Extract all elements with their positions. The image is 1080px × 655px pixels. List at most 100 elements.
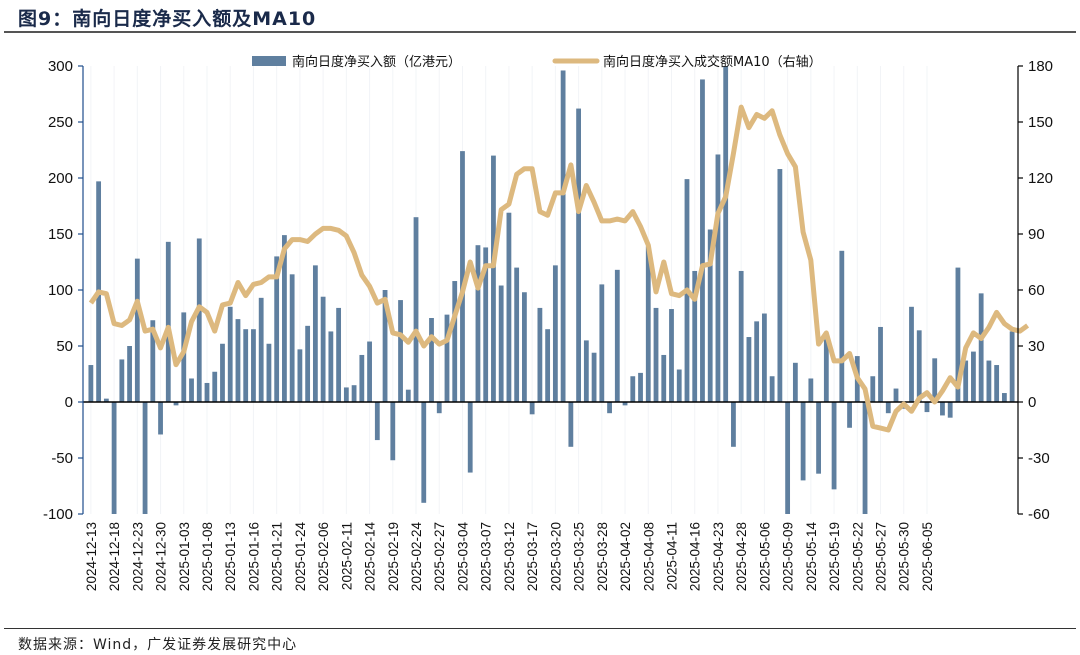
bar [978,293,984,402]
bar [320,296,326,402]
bar [367,341,372,402]
x-tick-label: 2025-03-20 [548,522,563,591]
left-tick-label: 300 [48,58,73,75]
left-tick-label: 100 [48,282,73,299]
bar [707,229,713,402]
x-tick-label: 2025-01-03 [177,522,192,591]
x-tick-label: 2025-04-28 [734,522,749,591]
x-tick-label: 2025-03-17 [525,522,540,591]
bar [785,402,791,514]
left-tick-label: 50 [56,338,73,355]
bar [661,354,667,402]
bar [359,354,365,402]
bar [1009,331,1015,402]
legend-bar-swatch [252,56,286,66]
x-tick-label: 2025-04-11 [665,522,680,590]
bar [351,385,357,402]
bar [847,402,852,428]
bar [638,372,643,402]
bar [498,285,504,402]
bar [862,402,868,514]
bar [576,108,581,402]
bar [336,307,342,402]
x-tick-label: 2025-05-14 [804,522,819,592]
bar [289,274,295,402]
bar [971,351,976,402]
bar [630,376,636,402]
bar [723,66,729,402]
right-tick-label: 180 [1028,58,1053,75]
x-tick-label: 2025-02-24 [409,522,424,592]
bar [761,313,767,402]
bar [297,349,303,402]
bar [522,292,527,402]
bar [429,318,434,402]
bar [692,270,698,402]
bar [235,319,241,402]
bar [792,362,798,402]
bar [800,402,806,481]
bar [382,290,388,402]
bar [444,314,450,402]
right-tick-label: 30 [1028,338,1045,355]
x-tick-label: 2024-12-23 [130,522,145,591]
right-tick-label: 150 [1028,114,1053,131]
right-tick-label: 90 [1028,226,1045,243]
bar [823,339,829,402]
x-tick-label: 2025-02-19 [386,522,401,591]
x-tick-label: 2025-05-22 [850,522,865,591]
bar [955,267,961,402]
legend-bar-label: 南向日度净买入额（亿港元） [292,54,461,70]
bar [560,70,566,402]
x-tick-label: 2025-06-05 [920,522,935,591]
left-tick-label: 250 [48,114,73,131]
x-tick-label: 2024-12-18 [107,522,122,591]
bar [467,402,473,473]
bar [181,312,187,402]
bar [506,212,512,402]
source-note: 数据来源：Wind，广发证券发展研究中心 [18,637,298,653]
bar [940,402,945,416]
bar [374,402,380,441]
x-tick-label: 2025-04-02 [618,522,633,591]
bar [142,402,148,514]
bar [483,247,489,402]
bar [947,402,953,418]
x-tick-label: 2025-03-12 [502,522,517,591]
legend-line-label: 南向日度净买入成交额MA10（右轴） [603,54,822,70]
x-tick-label: 2025-05-19 [827,522,842,591]
bar [1001,393,1007,402]
bar [88,365,94,402]
bar [204,382,210,402]
bar [165,241,171,402]
x-tick-label: 2025-01-08 [200,522,215,591]
x-tick-label: 2025-01-16 [246,522,261,591]
bar [591,352,597,402]
left-tick-label: -50 [51,450,73,467]
bar [537,307,543,402]
bar [189,378,194,402]
bar [274,256,280,402]
bar [258,297,264,402]
bar-series [88,66,1015,514]
bar [986,360,992,402]
bar [545,329,551,402]
bar [738,270,744,402]
bar [909,306,914,402]
x-tick-label: 2025-01-21 [270,522,285,591]
bar [111,402,117,514]
bar [390,402,396,461]
bar [460,151,465,402]
x-tick-label: 2024-12-13 [84,522,99,591]
bar [676,369,682,402]
bar [134,258,140,402]
x-tick-label: 2025-03-25 [572,522,587,591]
bar [607,402,612,414]
bar [127,346,132,402]
bar [645,246,651,402]
bar [529,402,535,415]
x-tick-label: 2025-05-09 [781,522,796,591]
x-tick-label: 2025-02-27 [432,522,447,591]
bar [932,358,938,402]
